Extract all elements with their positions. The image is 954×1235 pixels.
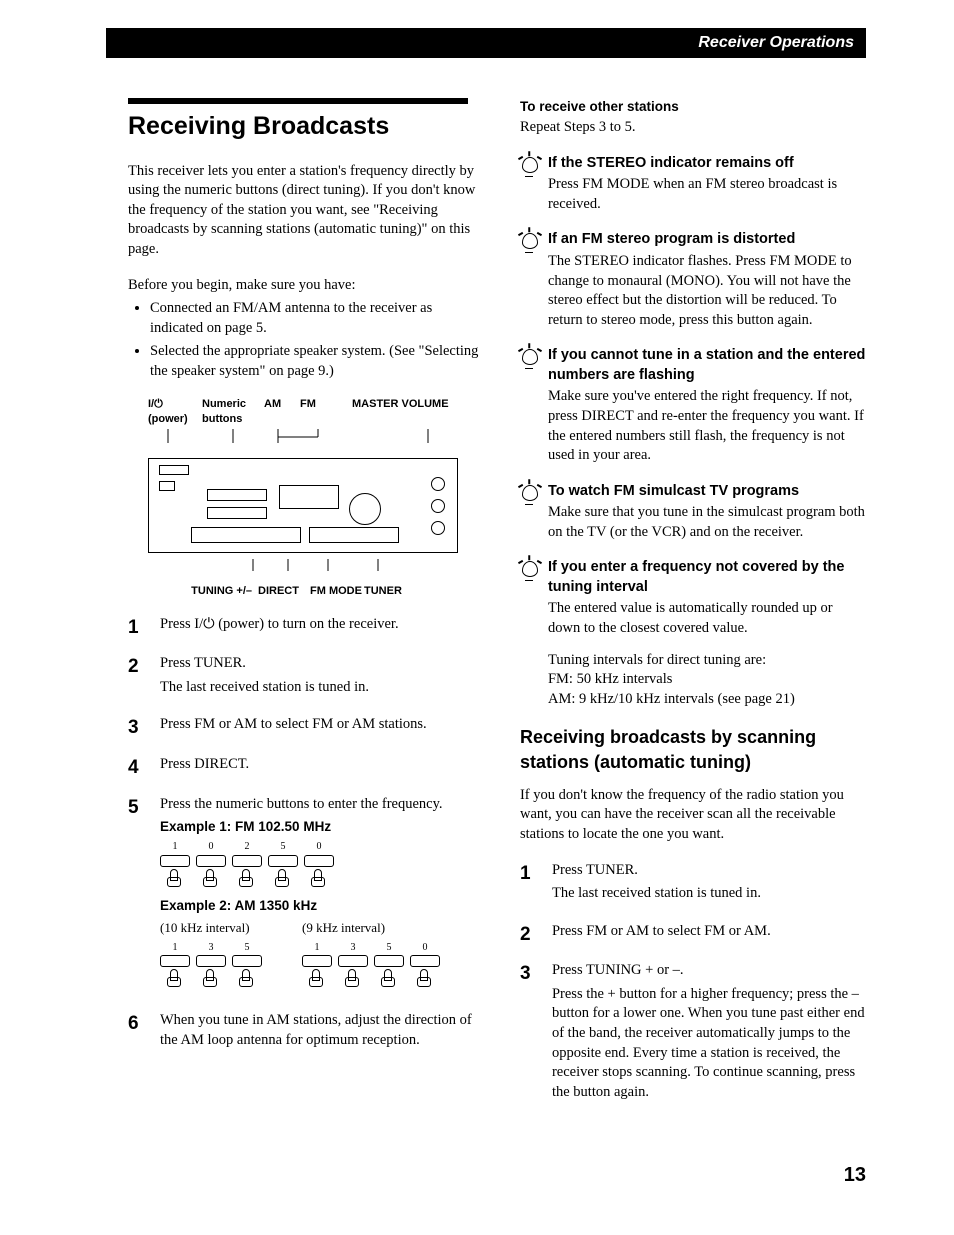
- tip-body: If an FM stereo program is distortedThe …: [548, 230, 866, 330]
- lightbulb-icon: [520, 347, 540, 367]
- step-body: Press FM or AM to select FM or AM statio…: [160, 715, 480, 741]
- step-body: When you tune in AM stations, adjust the…: [160, 1011, 480, 1054]
- step-number: 1: [520, 861, 538, 908]
- before-begin: Before you begin, make sure you have:: [128, 276, 480, 296]
- tip: If you cannot tune in a station and the …: [520, 346, 866, 465]
- lightbulb-icon: [520, 483, 540, 503]
- tip: If the STEREO indicator remains offPress…: [520, 154, 866, 215]
- label-lines: [148, 429, 458, 443]
- step-number: 2: [128, 654, 146, 701]
- step-body: Press TUNER. The last received station i…: [160, 654, 480, 701]
- intro-para: This receiver lets you enter a station's…: [128, 162, 480, 260]
- receiver-diagram: I/⏻ (power) Numeric buttons AM FM MASTER…: [148, 397, 480, 598]
- tip-extra: Tuning intervals for direct tuning are: …: [548, 651, 866, 710]
- example-note: (10 kHz interval): [160, 919, 262, 937]
- auto-tuning-steps: 1 Press TUNER. The last received station…: [520, 861, 866, 1107]
- diagram-label: Numeric buttons: [202, 397, 264, 427]
- right-column: To receive other stations Repeat Steps 3…: [520, 98, 866, 1120]
- diagram-label: I/⏻ (power): [148, 397, 202, 427]
- tip-title: If you cannot tune in a station and the …: [548, 346, 866, 385]
- tip-text: Make sure you've entered the right frequ…: [548, 387, 866, 465]
- header-title: Receiver Operations: [698, 34, 854, 51]
- tip-text: The STEREO indicator flashes. Press FM M…: [548, 252, 866, 330]
- tip: If an FM stereo program is distortedThe …: [520, 230, 866, 330]
- lightbulb-icon: [520, 231, 540, 251]
- diagram-label: TUNING +/–: [148, 584, 258, 599]
- example-title: Example 1: FM 102.50 MHz: [160, 818, 480, 836]
- bullet: Selected the appropriate speaker system.…: [150, 342, 480, 381]
- direct-tuning-steps: 1 Press I/⏻ (power) to turn on the recei…: [128, 615, 480, 1055]
- tip-body: To watch FM simulcast TV programsMake su…: [548, 482, 866, 543]
- step-number: 2: [520, 922, 538, 948]
- receive-other-text: Repeat Steps 3 to 5.: [520, 118, 866, 138]
- step-number: 1: [128, 615, 146, 641]
- tip: To watch FM simulcast TV programsMake su…: [520, 482, 866, 543]
- step-number: 4: [128, 755, 146, 781]
- lightbulb-icon: [520, 559, 540, 579]
- main-title: Receiving Broadcasts: [128, 110, 480, 144]
- bullet: Connected an FM/AM antenna to the receiv…: [150, 299, 480, 338]
- prereq-bullets: Connected an FM/AM antenna to the receiv…: [128, 299, 480, 381]
- tip: If you enter a frequency not covered by …: [520, 558, 866, 709]
- diagram-label: DIRECT: [258, 584, 310, 599]
- title-rule: [128, 98, 468, 104]
- tip-body: If the STEREO indicator remains offPress…: [548, 154, 866, 215]
- keypress-example-2b: 1 3 5 0: [302, 941, 440, 988]
- tip-title: If you enter a frequency not covered by …: [548, 558, 866, 597]
- tip-text: Make sure that you tune in the simulcast…: [548, 503, 866, 542]
- step-body: Press TUNING + or –. Press the + button …: [552, 961, 866, 1106]
- tip-body: If you enter a frequency not covered by …: [548, 558, 866, 709]
- receive-other-title: To receive other stations: [520, 98, 866, 116]
- step-number: 5: [128, 795, 146, 998]
- lightbulb-icon: [520, 155, 540, 175]
- keypress-example-1: 1 0 2 5 0: [160, 840, 480, 887]
- page-number: 13: [844, 1164, 866, 1187]
- step-body: Press I/⏻ (power) to turn on the receive…: [160, 615, 480, 641]
- step-body: Press the numeric buttons to enter the f…: [160, 795, 480, 998]
- diagram-label: MASTER VOLUME: [352, 397, 459, 427]
- step-number: 3: [128, 715, 146, 741]
- keypress-example-2a: 1 3 5: [160, 941, 262, 988]
- tip-body: If you cannot tune in a station and the …: [548, 346, 866, 465]
- example-title: Example 2: AM 1350 kHz: [160, 897, 480, 915]
- diagram-label: FM: [300, 397, 352, 427]
- step-body: Press FM or AM to select FM or AM.: [552, 922, 866, 948]
- tip-text: Press FM MODE when an FM stereo broadcas…: [548, 175, 866, 214]
- tip-title: To watch FM simulcast TV programs: [548, 482, 866, 502]
- diagram-label: AM: [264, 397, 300, 427]
- diagram-label: FM MODE: [310, 584, 364, 599]
- subsection-para: If you don't know the frequency of the r…: [520, 786, 866, 845]
- tip-title: If an FM stereo program is distorted: [548, 230, 866, 250]
- label-lines-bot: [148, 559, 458, 573]
- diagram-label: TUNER: [364, 584, 402, 599]
- step-body: Press DIRECT.: [160, 755, 480, 781]
- step-number: 3: [520, 961, 538, 1106]
- left-column: Receiving Broadcasts This receiver lets …: [128, 98, 480, 1120]
- header-bar: Receiver Operations: [106, 28, 866, 58]
- tip-text: The entered value is automatically round…: [548, 599, 866, 638]
- step-body: Press TUNER. The last received station i…: [552, 861, 866, 908]
- tip-title: If the STEREO indicator remains off: [548, 154, 866, 174]
- subsection-heading: Receiving broadcasts by scanning station…: [520, 725, 866, 774]
- example-note: (9 kHz interval): [302, 919, 440, 937]
- step-number: 6: [128, 1011, 146, 1054]
